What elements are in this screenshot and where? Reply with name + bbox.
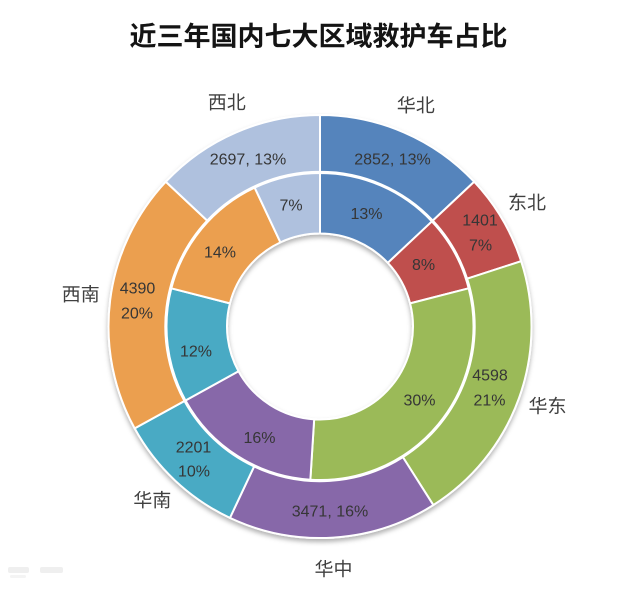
svg-text:2201: 2201 <box>176 440 212 457</box>
svg-text:4598: 4598 <box>472 368 508 385</box>
svg-text:20%: 20% <box>121 306 153 323</box>
svg-text:2852, 13%: 2852, 13% <box>354 152 431 169</box>
svg-text:14%: 14% <box>204 245 236 262</box>
svg-text:7%: 7% <box>279 198 302 215</box>
svg-text:16%: 16% <box>243 430 275 447</box>
svg-text:10%: 10% <box>178 464 210 481</box>
svg-text:3471, 16%: 3471, 16% <box>292 504 369 521</box>
svg-text:8%: 8% <box>412 257 435 274</box>
svg-text:7%: 7% <box>469 238 492 255</box>
svg-text:4390: 4390 <box>120 281 156 298</box>
svg-text:1401: 1401 <box>462 213 498 230</box>
svg-text:2697, 13%: 2697, 13% <box>210 152 287 169</box>
svg-text:12%: 12% <box>180 344 212 361</box>
svg-text:30%: 30% <box>403 393 435 410</box>
svg-text:13%: 13% <box>350 206 382 223</box>
svg-text:21%: 21% <box>473 393 505 410</box>
